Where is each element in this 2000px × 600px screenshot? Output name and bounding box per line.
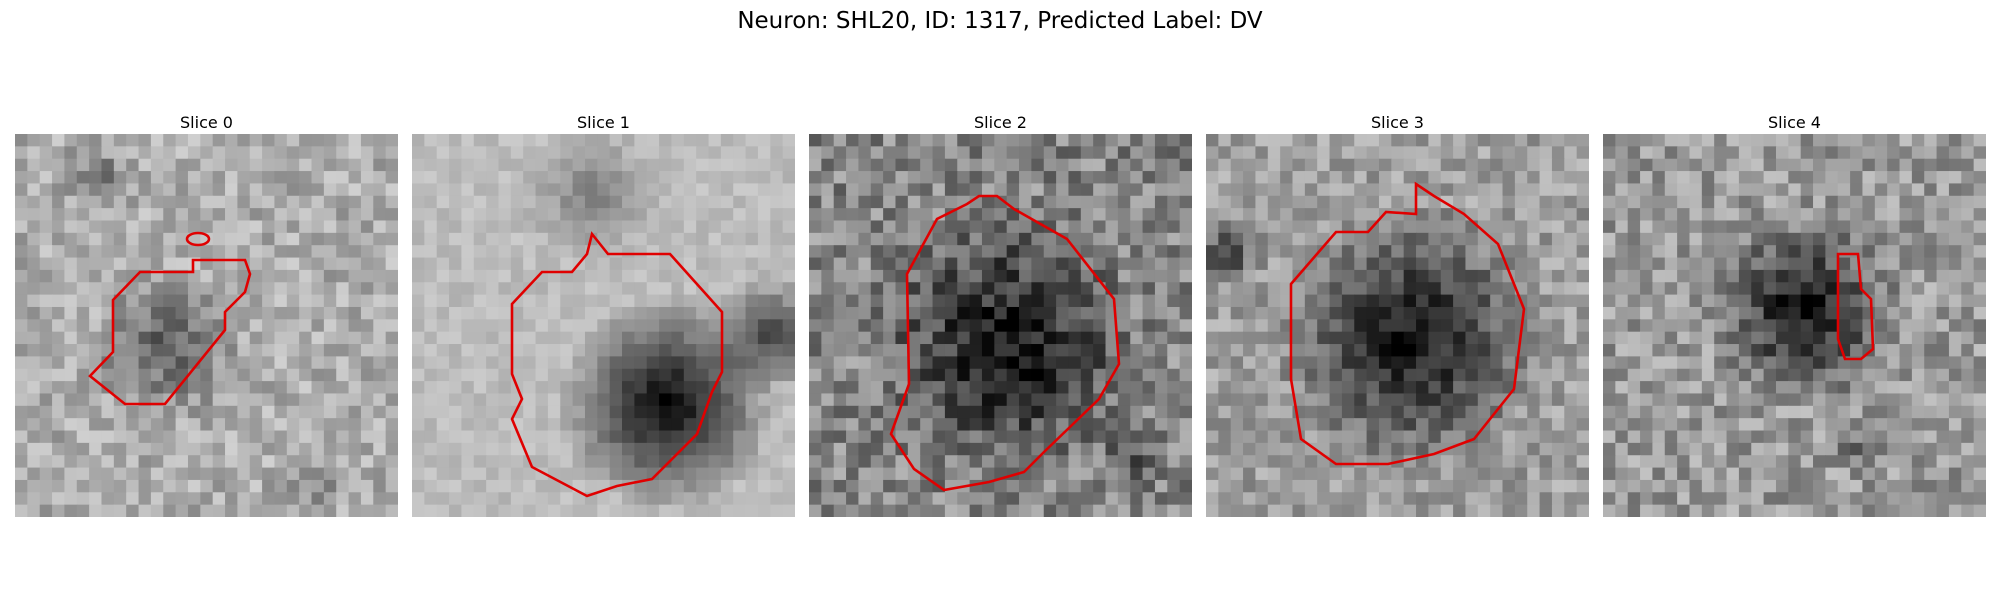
contour-3: [1289, 181, 1526, 466]
slice-panel-0: Slice 0: [15, 112, 398, 517]
contour-1: [510, 231, 724, 498]
slice-title-3: Slice 3: [1371, 113, 1424, 132]
slice-image-2: [809, 134, 1192, 517]
slice-title-4: Slice 4: [1768, 113, 1821, 132]
slice-image-4: [1603, 134, 1986, 517]
figure-title: Neuron: SHL20, ID: 1317, Predicted Label…: [737, 8, 1263, 34]
contour-0-small: [185, 231, 211, 247]
contour-0: [88, 258, 252, 406]
slice-panel-2: Slice 2: [809, 112, 1192, 517]
slice-panel-1: Slice 1: [412, 112, 795, 517]
slice-image-3: [1206, 134, 1589, 517]
slice-panel-4: Slice 4: [1603, 112, 1986, 517]
slice-panel-3: Slice 3: [1206, 112, 1589, 517]
slice-image-0: [15, 134, 398, 517]
slice-title-1: Slice 1: [577, 113, 630, 132]
slice-title-2: Slice 2: [974, 113, 1027, 132]
slice-title-0: Slice 0: [180, 113, 233, 132]
slice-image-1: [412, 134, 795, 517]
contour-2: [889, 194, 1121, 492]
contour-4: [1836, 252, 1875, 361]
